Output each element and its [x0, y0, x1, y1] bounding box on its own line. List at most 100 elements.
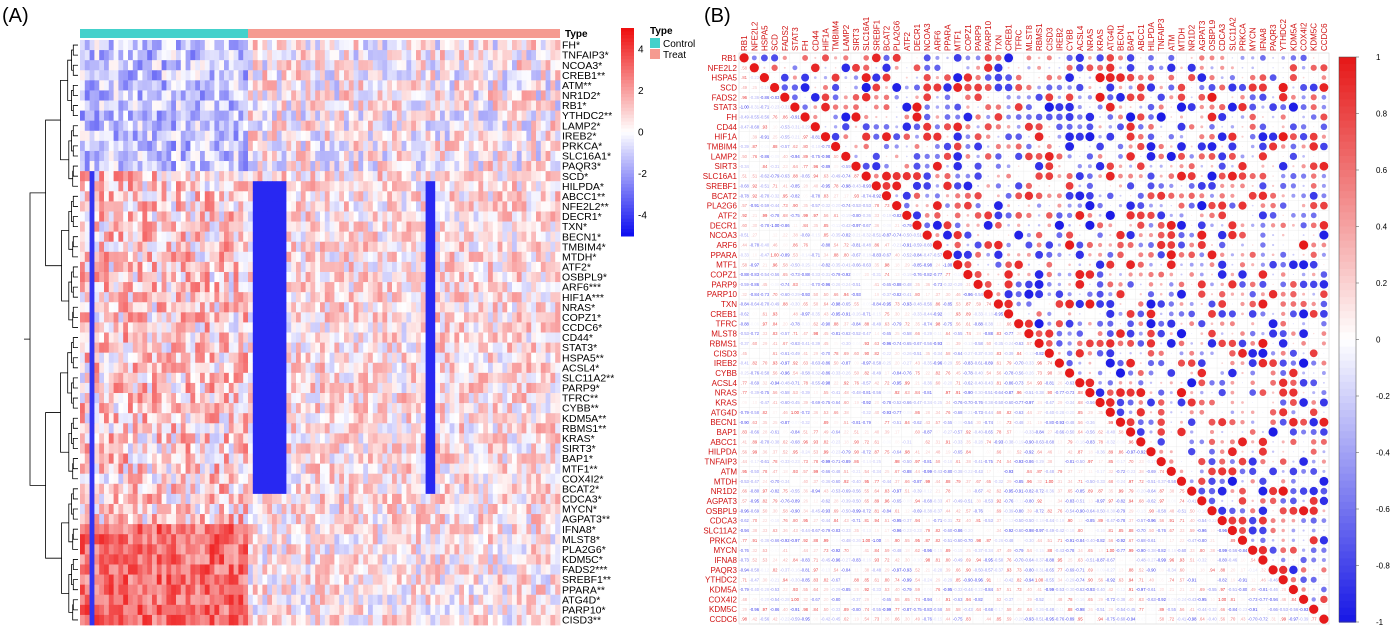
heatmap-cell	[137, 453, 143, 465]
heatmap-cell	[454, 40, 460, 51]
heatmap-cell	[257, 312, 263, 323]
heatmap-cell	[406, 312, 412, 323]
heatmap-cell	[137, 312, 143, 323]
heatmap-cell	[454, 302, 460, 313]
heatmap-cell	[545, 221, 551, 233]
heatmap-cell	[238, 221, 244, 233]
heatmap-cell	[420, 211, 426, 222]
heatmap-cell	[233, 251, 239, 263]
heatmap-cell	[123, 70, 129, 81]
heatmap-cell	[310, 463, 316, 475]
heatmap-cell	[401, 221, 407, 233]
heatmap-cell	[238, 453, 244, 465]
heatmap-cell	[324, 403, 330, 414]
heatmap-cell	[459, 261, 465, 273]
heatmap-cell	[478, 70, 484, 81]
heatmap-cell	[396, 241, 402, 253]
heatmap-cell	[468, 332, 474, 343]
heatmap-cell	[329, 171, 335, 182]
heatmap-cell	[291, 473, 297, 485]
heatmap-cell	[195, 453, 201, 465]
heatmap-cell	[488, 403, 494, 414]
heatmap-cell	[344, 100, 350, 112]
heatmap-cell	[291, 80, 297, 91]
heatmap-cell	[89, 150, 95, 162]
heatmap-cell	[502, 221, 508, 233]
heatmap-cell	[324, 90, 330, 101]
heatmap-cell	[358, 473, 364, 485]
heatmap-cell	[296, 514, 302, 525]
heatmap-cell	[291, 241, 297, 253]
heatmap-cell	[142, 241, 148, 253]
heatmap-cell	[464, 332, 470, 343]
heatmap-cell	[286, 493, 292, 505]
heatmap-cell	[267, 110, 273, 122]
heatmap-cell	[161, 463, 167, 475]
heatmap-cell	[84, 413, 90, 424]
heatmap-cell	[161, 251, 167, 263]
heatmap-cell	[324, 503, 330, 515]
heatmap-cell	[108, 342, 114, 354]
heatmap-cell	[224, 382, 230, 394]
heatmap-cell	[99, 130, 105, 142]
heatmap-cell	[224, 322, 230, 333]
heatmap-cell	[377, 40, 383, 51]
heatmap-cell	[108, 483, 114, 495]
heatmap-cell	[185, 514, 191, 525]
heatmap-cell	[320, 534, 326, 545]
heatmap-cell	[238, 60, 244, 71]
heatmap-cell	[310, 443, 316, 454]
heatmap-cell	[176, 221, 182, 233]
heatmap-cell	[281, 322, 287, 333]
heatmap-cell	[348, 80, 354, 91]
heatmap-cell	[224, 534, 230, 545]
heatmap-cell	[401, 473, 407, 485]
heatmap-cell	[459, 483, 465, 495]
heatmap-cell	[324, 271, 330, 283]
heatmap-cell	[281, 40, 287, 51]
heatmap-cell	[94, 453, 100, 465]
heatmap-cell	[128, 211, 134, 222]
heatmap-cell	[262, 473, 268, 485]
heatmap-cell	[334, 372, 340, 384]
heatmap-cell	[281, 150, 287, 162]
heatmap-cell	[478, 473, 484, 485]
heatmap-cell	[396, 393, 402, 404]
heatmap-cell	[550, 120, 556, 132]
heatmap-cell	[132, 201, 138, 212]
heatmap-cell	[444, 161, 450, 172]
heatmap-cell	[272, 241, 278, 253]
heatmap-cell	[363, 161, 369, 172]
heatmap-cell	[238, 271, 244, 283]
heatmap-cell	[550, 100, 556, 112]
heatmap-cell	[200, 463, 206, 475]
heatmap-cell	[320, 60, 326, 71]
heatmap-cell	[238, 393, 244, 404]
heatmap-cell	[252, 453, 258, 465]
heatmap-cell	[416, 171, 422, 182]
heatmap-cell	[473, 40, 479, 51]
heatmap-cell	[214, 352, 220, 364]
heatmap-cell	[555, 433, 561, 444]
heatmap-cell	[368, 140, 374, 152]
heatmap-cell	[262, 382, 268, 394]
heatmap-cell	[305, 50, 311, 61]
heatmap-cell	[545, 483, 551, 495]
heatmap-cell	[416, 40, 422, 51]
heatmap-cell	[531, 231, 537, 243]
heatmap-cell	[324, 80, 330, 91]
heatmap-cell	[123, 261, 129, 273]
heatmap-cell	[152, 483, 158, 495]
heatmap-cell	[387, 372, 393, 384]
heatmap-cell	[286, 211, 292, 222]
heatmap-cell	[363, 463, 369, 475]
heatmap-cell	[228, 372, 234, 384]
heatmap-cell	[353, 393, 359, 404]
heatmap-cell	[219, 201, 225, 212]
heatmap-cell	[449, 433, 455, 444]
heatmap-cell	[161, 161, 167, 172]
heatmap-cell	[555, 130, 561, 142]
heatmap-cell	[190, 231, 196, 243]
heatmap-cell	[84, 403, 90, 414]
heatmap-cell	[440, 231, 446, 243]
